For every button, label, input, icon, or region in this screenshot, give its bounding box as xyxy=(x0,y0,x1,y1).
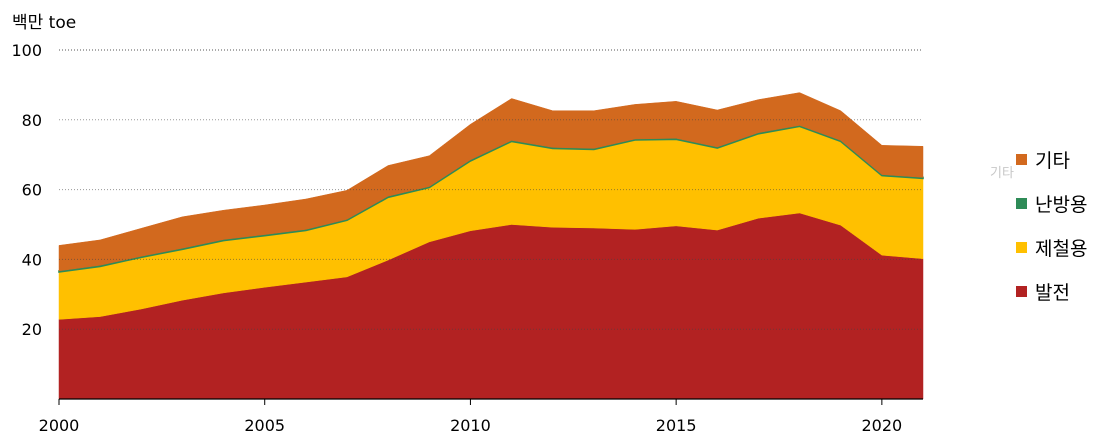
x-tick-label-4: 2020 xyxy=(861,416,902,435)
legend-label-steel: 제철용 xyxy=(1035,237,1088,260)
legend-label-other: 기타 xyxy=(1035,149,1070,172)
legend-swatch-other xyxy=(1016,153,1027,165)
chart-legend: 기타 난방용 제철용 발전 xyxy=(1016,146,1087,322)
legend-swatch-power xyxy=(1016,285,1027,297)
legend-label-heating: 난방용 xyxy=(1035,193,1088,216)
x-tick-label-1: 2005 xyxy=(244,416,285,435)
y-tick-label-4: 100 xyxy=(11,41,42,60)
legend-item-other: 기타 xyxy=(1016,146,1087,172)
x-tick-label-0: 2000 xyxy=(39,416,80,435)
y-axis-unit-label: 백만 toe xyxy=(12,13,77,33)
y-tick-label-0: 20 xyxy=(22,320,42,339)
legend-label-power: 발전 xyxy=(1035,281,1070,304)
x-tick-label-2: 2010 xyxy=(450,416,491,435)
legend-item-heating: 난방용 xyxy=(1016,190,1087,216)
y-tick-label-1: 40 xyxy=(22,250,42,269)
legend-ghost-label: 기타 xyxy=(990,166,1014,181)
area-series-3 xyxy=(58,92,924,272)
x-tick-label-3: 2015 xyxy=(656,416,697,435)
y-tick-label-2: 60 xyxy=(22,181,42,200)
legend-swatch-steel xyxy=(1016,241,1027,253)
y-tick-label-3: 80 xyxy=(22,111,42,130)
legend-swatch-heating xyxy=(1016,197,1027,209)
legend-item-steel: 제철용 xyxy=(1016,234,1087,260)
legend-item-power: 발전 xyxy=(1016,278,1087,304)
